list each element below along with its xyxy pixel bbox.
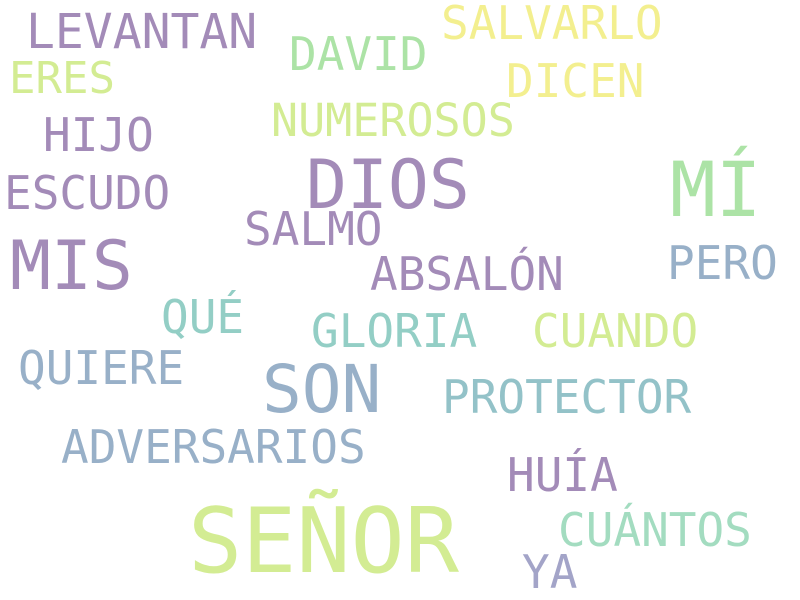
- word-mis: MIS: [10, 227, 133, 306]
- word-levantan: LEVANTAN: [26, 4, 258, 60]
- word-que: QUÉ: [161, 290, 245, 344]
- word-numerosos: NUMEROSOS: [271, 94, 515, 147]
- word-quiere: QUIERE: [18, 341, 185, 395]
- word-protector: PROTECTOR: [442, 370, 692, 424]
- word-pero: PERO: [667, 236, 778, 290]
- word-ya: YA: [522, 545, 578, 599]
- word-adversarios: ADVERSARIOS: [61, 420, 366, 474]
- word-david: DAVID: [289, 27, 428, 81]
- word-son: SON: [262, 351, 382, 428]
- word-eres: ERES: [9, 53, 115, 104]
- word-huia: HUÍA: [507, 448, 618, 502]
- word-cuantos: CUÁNTOS: [558, 503, 752, 557]
- word-gloria: GLORIA: [311, 304, 478, 358]
- word-absalon: ABSALÓN: [370, 247, 564, 301]
- word-cuando: CUANDO: [532, 304, 699, 358]
- word-escudo: ESCUDO: [4, 166, 171, 220]
- word-salvarlo: SALVARLO: [441, 0, 663, 50]
- word-mi: MÍ: [670, 145, 762, 234]
- word-dios: DIOS: [306, 146, 470, 225]
- word-hijo: HIJO: [43, 108, 154, 162]
- word-senor: SEÑOR: [188, 489, 459, 594]
- word-salmo: SALMO: [244, 202, 383, 256]
- word-dicen: DICEN: [506, 54, 645, 108]
